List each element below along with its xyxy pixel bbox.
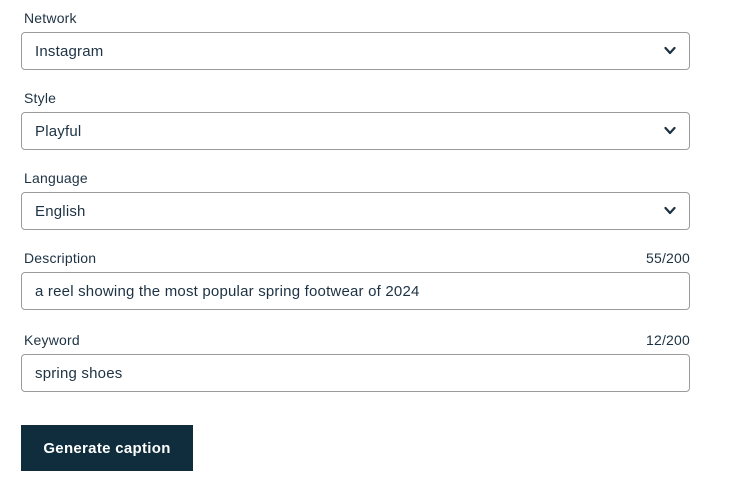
generate-caption-button[interactable]: Generate caption: [21, 425, 193, 471]
network-label: Network: [24, 10, 77, 26]
description-input[interactable]: [21, 272, 690, 310]
language-label: Language: [24, 170, 88, 186]
keyword-char-counter: 12/200: [645, 332, 690, 348]
description-label: Description: [24, 250, 97, 266]
description-field-group: Description 55/200: [21, 250, 690, 310]
keyword-field-group: Keyword 12/200: [21, 332, 690, 392]
style-field-group: Style Playful: [21, 90, 690, 150]
style-select[interactable]: Playful: [21, 112, 690, 150]
network-field-group: Network Instagram: [21, 10, 690, 70]
keyword-label: Keyword: [24, 332, 80, 348]
language-field-group: Language English: [21, 170, 690, 230]
style-label: Style: [24, 90, 57, 106]
caption-generator-form: Network Instagram Style Playful Langua: [21, 10, 690, 471]
language-select[interactable]: English: [21, 192, 690, 230]
description-char-counter: 55/200: [645, 250, 690, 266]
network-select[interactable]: Instagram: [21, 32, 690, 70]
keyword-input[interactable]: [21, 354, 690, 392]
